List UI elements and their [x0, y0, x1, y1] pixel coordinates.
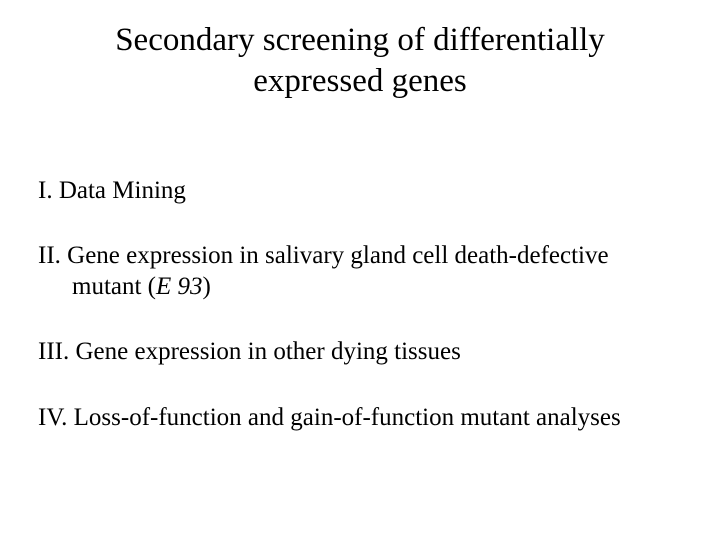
item-text: IV. Loss-of-function and gain-of-functio… [38, 404, 621, 431]
slide-body: I. Data Mining II. Gene expression in sa… [0, 175, 720, 433]
slide: Secondary screening of differentially ex… [0, 0, 720, 540]
item-text: III. Gene expression in other dying tiss… [38, 338, 461, 365]
title-line-1: Secondary screening of differentially [115, 22, 605, 58]
list-item: II. Gene expression in salivary gland ce… [38, 240, 690, 303]
item-text: I. Data Mining [38, 177, 186, 204]
italic-text: E 93 [156, 273, 203, 300]
list-item: IV. Loss-of-function and gain-of-functio… [38, 402, 690, 433]
item-text: II. Gene expression in salivary gland ce… [38, 242, 609, 269]
item-continuation: mutant (E 93) [38, 271, 690, 302]
item-text: ) [203, 273, 211, 300]
slide-title: Secondary screening of differentially ex… [0, 0, 720, 103]
title-line-2: expressed genes [253, 63, 467, 99]
item-text: mutant ( [72, 273, 156, 300]
list-item: I. Data Mining [38, 175, 690, 206]
list-item: III. Gene expression in other dying tiss… [38, 336, 690, 367]
